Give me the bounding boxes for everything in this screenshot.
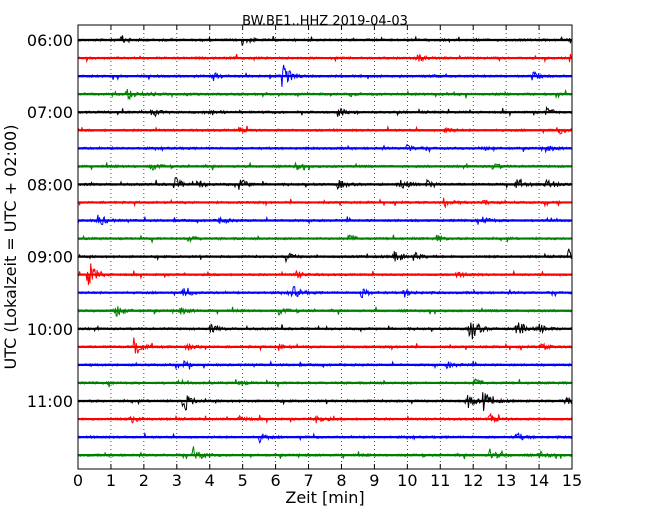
y-tick-label: 11:00 — [27, 392, 73, 411]
x-tick-label: 10 — [397, 471, 417, 490]
trace-line — [77, 337, 573, 354]
trace-line — [77, 248, 573, 264]
trace-line — [77, 322, 573, 340]
x-tick-label: 5 — [238, 471, 248, 490]
x-tick-label: 2 — [139, 471, 149, 490]
trace-line — [77, 446, 573, 460]
y-tick-label: 07:00 — [27, 103, 73, 122]
x-tick-label: 11 — [430, 471, 450, 490]
x-tick-label: 12 — [463, 471, 483, 490]
trace-group — [77, 35, 573, 460]
x-tick-label: 0 — [73, 471, 83, 490]
x-tick-label: 8 — [336, 471, 346, 490]
y-tick-label: 10:00 — [27, 320, 73, 339]
x-tick-label: 13 — [496, 471, 516, 490]
x-tick-label: 4 — [205, 471, 215, 490]
x-axis-ticks: 0 1 2 3 4 5 6 7 8 9 10 11 12 13 14 15 — [73, 25, 582, 490]
x-tick-label: 15 — [562, 471, 582, 490]
y-tick-label: 06:00 — [27, 31, 73, 50]
y-axis-ticks: 06:00 07:00 08:00 09:00 10:00 11:00 — [27, 31, 572, 411]
x-tick-label: 7 — [303, 471, 313, 490]
x-tick-label: 6 — [271, 471, 281, 490]
y-tick-label: 08:00 — [27, 175, 73, 194]
chart-title: BW.BE1..HHZ 2019-04-03 — [242, 14, 408, 29]
x-tick-label: 14 — [529, 471, 549, 490]
x-tick-label: 3 — [172, 471, 182, 490]
y-axis-label: UTC (Lokalzeit = UTC + 02:00) — [1, 125, 20, 370]
plot-frame — [77, 24, 573, 470]
y-tick-label: 09:00 — [27, 248, 73, 267]
x-tick-label: 9 — [369, 471, 379, 490]
x-tick-label: 1 — [106, 471, 116, 490]
x-axis-label: Zeit [min] — [285, 488, 364, 507]
